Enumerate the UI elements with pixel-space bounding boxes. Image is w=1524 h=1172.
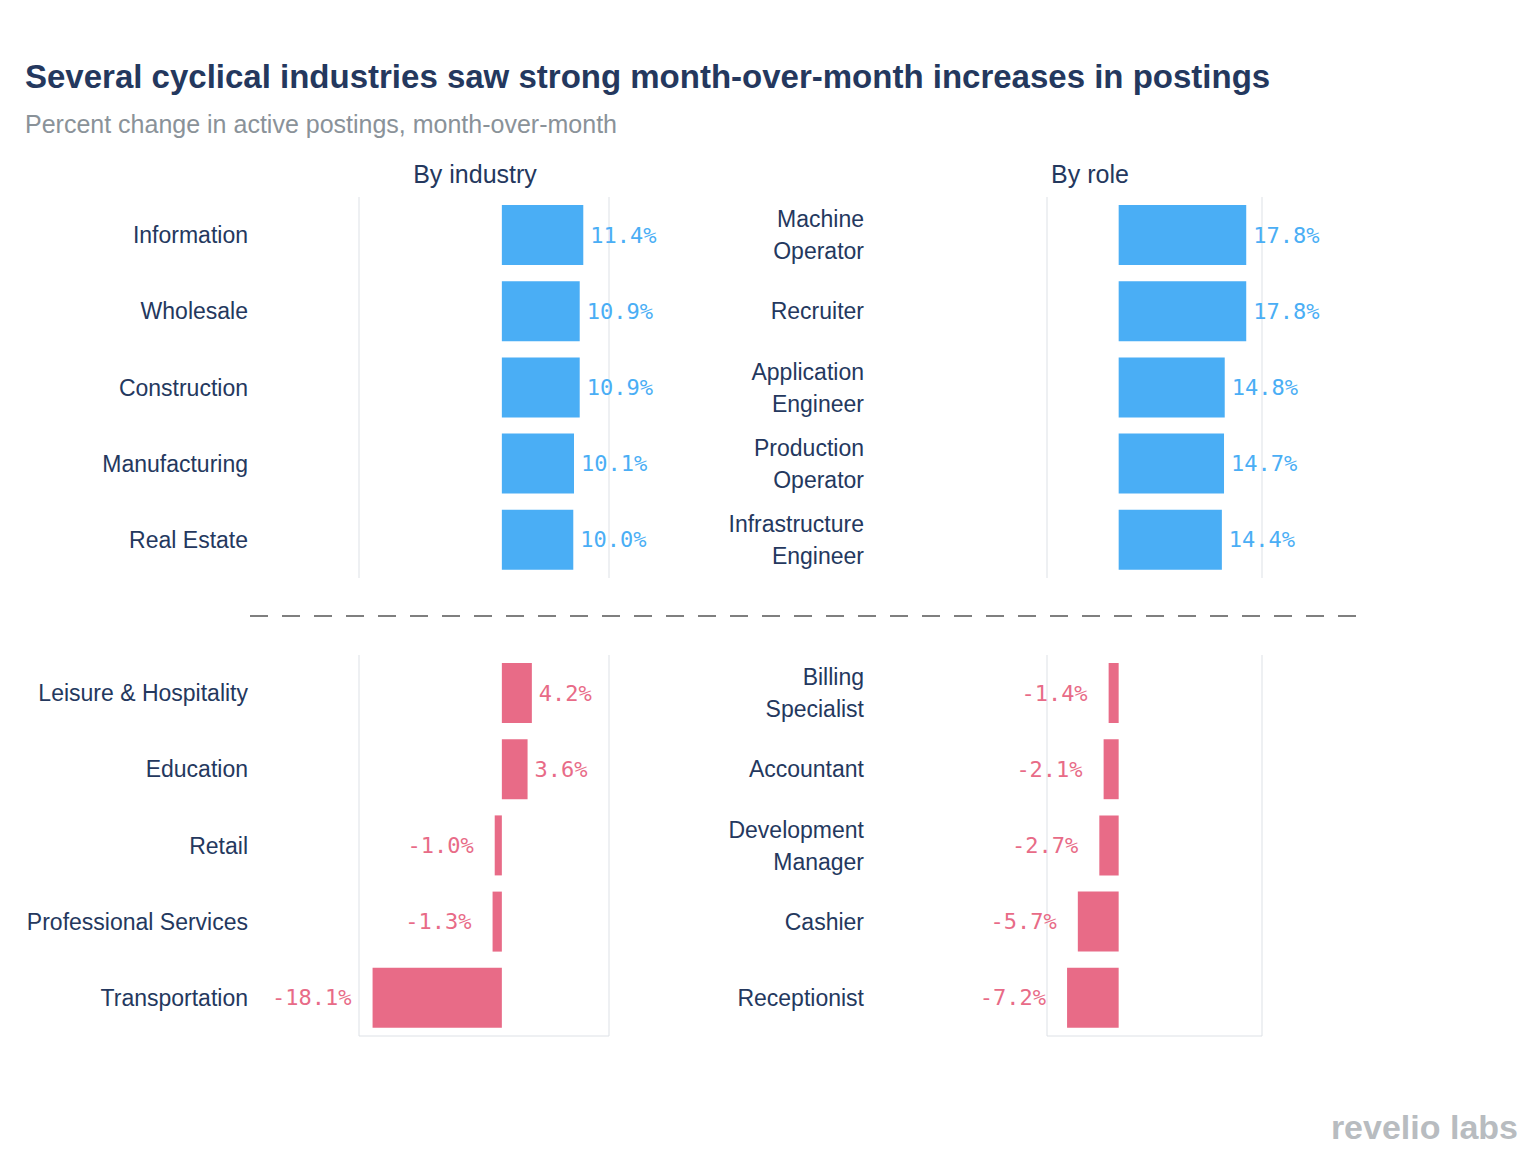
svg-text:10.9%: 10.9% (587, 375, 653, 400)
svg-text:Cashier: Cashier (785, 909, 865, 935)
svg-text:Receptionist: Receptionist (737, 985, 864, 1011)
svg-text:Accountant: Accountant (749, 756, 865, 782)
svg-text:Professional Services: Professional Services (27, 909, 248, 935)
svg-text:InfrastructureEngineer: InfrastructureEngineer (729, 511, 865, 569)
svg-text:10.0%: 10.0% (580, 527, 646, 552)
svg-text:Recruiter: Recruiter (771, 298, 865, 324)
svg-text:-7.2%: -7.2% (980, 985, 1046, 1010)
svg-text:-5.7%: -5.7% (991, 909, 1057, 934)
svg-text:10.1%: 10.1% (581, 451, 647, 476)
svg-text:Education: Education (146, 756, 248, 782)
svg-text:14.7%: 14.7% (1231, 451, 1297, 476)
svg-text:Transportation: Transportation (101, 985, 248, 1011)
html-text:Several cyclical industries sa: Several cyclical industries saw strong m… (25, 58, 1271, 95)
svg-text:ApplicationEngineer: ApplicationEngineer (751, 359, 864, 417)
html-text:revelio labs: revelio labs (1330, 1108, 1518, 1146)
svg-text:DevelopmentManager: DevelopmentManager (728, 817, 864, 875)
svg-text:Wholesale: Wholesale (141, 298, 248, 324)
svg-text:14.8%: 14.8% (1232, 375, 1298, 400)
html-text:By industry: By industry (413, 160, 537, 188)
svg-text:11.4%: 11.4% (590, 223, 656, 248)
svg-text:17.8%: 17.8% (1253, 299, 1319, 324)
svg-text:14.4%: 14.4% (1229, 527, 1295, 552)
svg-text:10.9%: 10.9% (587, 299, 653, 324)
svg-text:Construction: Construction (119, 375, 248, 401)
svg-text:Manufacturing: Manufacturing (102, 451, 248, 477)
svg-text:-1.4%: -1.4% (1021, 681, 1087, 706)
svg-text:Information: Information (133, 222, 248, 248)
html-text:By role: By role (1051, 160, 1129, 188)
svg-text:3.6%: 3.6% (535, 757, 588, 782)
svg-text:-2.7%: -2.7% (1012, 833, 1078, 858)
svg-text:-18.1%: -18.1% (272, 985, 351, 1010)
svg-text:17.8%: 17.8% (1253, 223, 1319, 248)
html-text:Percent change in active posti: Percent change in active postings, month… (25, 110, 617, 138)
svg-text:-1.3%: -1.3% (405, 909, 471, 934)
svg-text:BillingSpecialist: BillingSpecialist (766, 664, 865, 722)
svg-text:Leisure & Hospitality: Leisure & Hospitality (38, 680, 248, 706)
svg-text:Retail: Retail (189, 833, 248, 859)
svg-text:-1.0%: -1.0% (407, 833, 473, 858)
svg-text:-2.1%: -2.1% (1016, 757, 1082, 782)
svg-text:Real Estate: Real Estate (129, 527, 248, 553)
svg-text:ProductionOperator: ProductionOperator (754, 435, 864, 493)
svg-text:MachineOperator: MachineOperator (773, 206, 864, 264)
svg-text:4.2%: 4.2% (539, 681, 592, 706)
